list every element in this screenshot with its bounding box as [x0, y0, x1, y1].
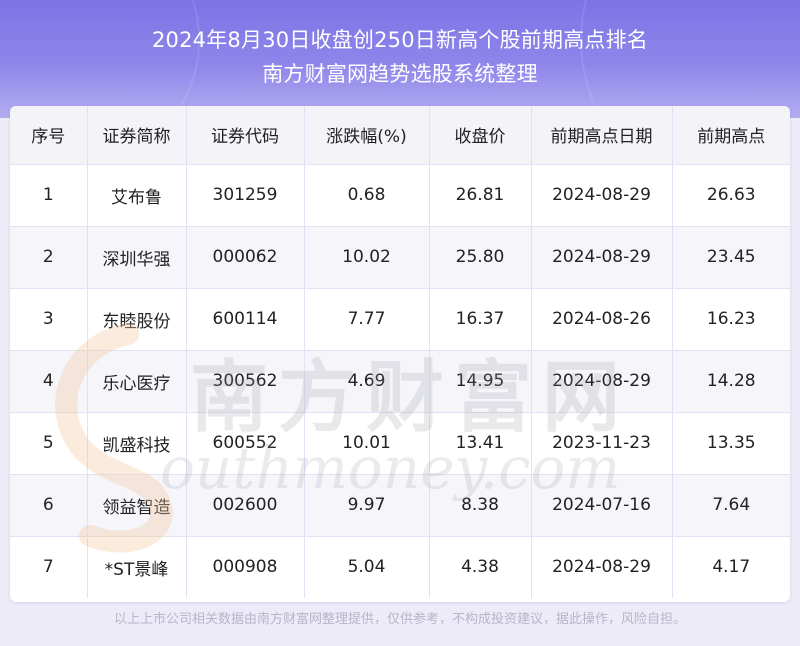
- table-cell: 0.68: [304, 164, 430, 227]
- table-cell: 乐心医疗: [87, 350, 187, 413]
- table-cell: 9.97: [304, 474, 430, 537]
- column-header: 证券代码: [186, 106, 305, 165]
- table-cell: 000062: [186, 226, 305, 289]
- table-cell: 5.04: [304, 536, 430, 598]
- table-cell: 16.23: [672, 288, 790, 351]
- table-cell: 4.69: [304, 350, 430, 413]
- table-row: 1 艾布鲁 301259 0.68 26.81 2024-08-29 26.63: [10, 164, 790, 227]
- table-cell: 2024-07-16: [531, 474, 673, 537]
- column-header: 收盘价: [429, 106, 532, 165]
- table-row: 7 *ST景峰 000908 5.04 4.38 2024-08-29 4.17: [10, 536, 790, 598]
- table-cell: 14.95: [429, 350, 532, 413]
- table-cell: 300562: [186, 350, 305, 413]
- column-header: 证券简称: [87, 106, 187, 165]
- table-row: 2 深圳华强 000062 10.02 25.80 2024-08-29 23.…: [10, 226, 790, 289]
- table-cell: 3: [10, 288, 88, 351]
- table-cell: 600552: [186, 412, 305, 475]
- table-cell: 13.41: [429, 412, 532, 475]
- table-cell: 深圳华强: [87, 226, 187, 289]
- table-cell: 2024-08-29: [531, 350, 673, 413]
- table-cell: 凯盛科技: [87, 412, 187, 475]
- table-row: 3 东睦股份 600114 7.77 16.37 2024-08-26 16.2…: [10, 288, 790, 351]
- table-cell: 600114: [186, 288, 305, 351]
- table-cell: 4.17: [712, 557, 751, 578]
- column-header: 涨跌幅(%): [304, 106, 430, 165]
- table-cell: 7.64: [672, 474, 790, 537]
- table-cell: 10.02: [304, 226, 430, 289]
- table-row: 5 凯盛科技 600552 10.01 13.41 2023-11-23 13.…: [10, 412, 790, 475]
- page-title: 2024年8月30日收盘创250日新高个股前期高点排名: [151, 28, 648, 52]
- table-cell: 4: [10, 350, 88, 413]
- table-cell: 000908: [186, 536, 305, 598]
- table-cell: 领益智造: [87, 474, 187, 537]
- table-cell: 1: [10, 164, 88, 227]
- table-cell: 8.38: [429, 474, 532, 537]
- table-cell: 14.28: [672, 350, 790, 413]
- table-row: 6 领益智造 002600 9.97 8.38 2024-07-16 7.64: [10, 474, 790, 537]
- table-cell: 16.37: [429, 288, 532, 351]
- table-cell: 6: [10, 474, 88, 537]
- table-cell: 4.38: [429, 536, 532, 598]
- table-cell: 10.01: [304, 412, 430, 475]
- table-cell: 2023-11-23: [531, 412, 673, 475]
- table-cell: 301259: [186, 164, 305, 227]
- table-cell: 7.77: [304, 288, 430, 351]
- data-table-card: 序号 证券简称 证券代码 涨跌幅(%) 收盘价 前期高点日期 前期高点 1 艾布…: [10, 106, 790, 602]
- table-cell: 2: [10, 226, 88, 289]
- table-cell: 东睦股份: [87, 288, 187, 351]
- table-cell: 7: [10, 536, 88, 598]
- table-cell: 26.63: [672, 164, 790, 227]
- table-row: 4 乐心医疗 300562 4.69 14.95 2024-08-29 14.2…: [10, 350, 790, 413]
- table-cell: 2024-08-29: [531, 226, 673, 289]
- table-cell: 23.45: [672, 226, 790, 289]
- decorative-circle: [580, 0, 800, 118]
- header-banner: 2024年8月30日收盘创250日新高个股前期高点排名 南方财富网趋势选股系统整…: [0, 0, 800, 118]
- table-cell: 002600: [186, 474, 305, 537]
- table-header-row: 序号 证券简称 证券代码 涨跌幅(%) 收盘价 前期高点日期 前期高点: [10, 106, 790, 165]
- table-cell: 2024-08-29: [531, 164, 673, 227]
- table-cell: 25.80: [429, 226, 532, 289]
- column-header: 序号: [10, 106, 88, 165]
- table-cell: 艾布鲁: [87, 164, 187, 227]
- stock-ranking-table: 序号 证券简称 证券代码 涨跌幅(%) 收盘价 前期高点日期 前期高点 1 艾布…: [10, 106, 790, 598]
- table-cell: 26.81: [429, 164, 532, 227]
- page-subtitle: 南方财富网趋势选股系统整理: [262, 62, 538, 86]
- table-cell: 2024-08-26: [531, 288, 673, 351]
- table-cell: *ST景峰: [87, 536, 187, 598]
- footer-disclaimer: 以上上市公司相关数据由南方财富网整理提供，仅供参考，不构成投资建议，据此操作，风…: [113, 612, 686, 627]
- table-cell: 2024-08-29: [531, 536, 673, 598]
- table-cell: 5: [10, 412, 88, 475]
- column-header: 前期高点: [672, 106, 790, 165]
- table-cell: 13.35: [672, 412, 790, 475]
- column-header: 前期高点日期: [531, 106, 673, 165]
